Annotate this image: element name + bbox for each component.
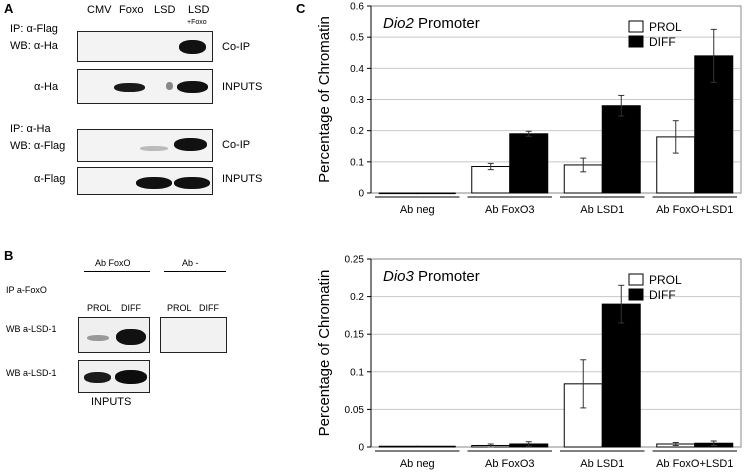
lane-lsd-foxo: LSD [188,4,210,16]
coip-label-1: Co-IP [222,41,251,53]
ab-minus-label: Ab - [182,258,199,268]
band [166,82,173,90]
ab-minus-line [164,271,226,272]
dio3-category-label: Ab FoxO3 [485,458,535,470]
lane-foxo: Foxo [119,4,144,16]
dio2-y-tick-label: 0 [358,189,364,200]
dio2-y-tick-label: 0.1 [350,157,364,168]
blot-coip-ha [77,31,213,62]
band [174,177,210,189]
inputs-label-b: INPUTS [91,396,132,408]
dio3-category-label: Ab FoxO+LSD1 [656,458,733,470]
band [115,370,147,384]
dio2-legend-swatch-prol [628,20,644,33]
dio3-bar-diff [601,303,641,448]
inputs-label-2: INPUTS [222,173,263,185]
dio3-y-axis-label: Percentage of Chromatin [316,270,333,437]
band [177,81,208,93]
dio2-y-tick-label: 0.3 [350,95,364,106]
blot-input-lsd [78,360,150,393]
dio2-bar-diff [416,192,456,195]
dio3-y-tick-label: 0.2 [350,292,364,303]
ha-label: α-Ha [34,81,59,93]
dio3-legend-swatch-diff [628,288,644,301]
dio3-chart-title: Dio3 Promoter [383,268,480,285]
panel-a-letter: A [4,1,14,16]
wb-lsd-label-2: WB a-LSD-1 [6,368,57,378]
dio3-y-tick-label: 0.25 [345,255,365,266]
blot-coip-flag [77,129,213,162]
band [84,372,111,383]
dio2-legend-label-diff: DIFF [649,35,676,49]
dio3-category-label: Ab neg [400,458,435,470]
dio2-category-label: Ab LSD1 [580,204,624,216]
dio3-legend-label-diff: DIFF [649,288,676,302]
blot-ip-neg [160,317,227,353]
dio2-category-label: Ab FoxO+LSD1 [656,204,733,216]
ip-label-1: IP: α-Flag [10,23,58,35]
dio2-y-tick-label: 0.2 [350,126,364,137]
band [114,83,145,92]
dio3-y-tick-label: 0.15 [345,330,365,341]
blot-ip-foxo [78,317,150,353]
wb-label-1: WB: α-Ha [10,40,58,52]
dio2-y-tick-label: 0.6 [350,2,364,13]
lane-foxo-sub: +Foxo [187,19,207,26]
dio2-legend-swatch-diff [628,35,644,48]
ab-foxo-line [84,271,150,272]
wb-label-2: WB: α-Flag [10,140,66,152]
ab-foxo-label: Ab FoxO [95,258,131,268]
band [136,177,172,189]
band [174,138,207,151]
blot-input-ha [77,69,213,104]
diff-label-2: DIFF [199,303,219,313]
band [116,329,146,345]
panel-b-letter: B [4,248,14,263]
dio2-bar-diff [509,133,549,194]
inputs-label-1: INPUTS [222,81,263,93]
dio3-category-label: Ab LSD1 [580,458,624,470]
dio3-y-tick-label: 0.05 [345,405,365,416]
dio2-y-tick-label: 0.4 [350,64,364,75]
band [179,40,206,54]
dio3-plot-area [370,258,742,448]
lane-lsd: LSD [154,4,176,16]
ip-label-2: IP: α-Ha [10,123,51,135]
dio3-legend-swatch-prol [628,273,644,286]
blot-input-flag [77,167,213,195]
dio3-bar-diff [416,445,456,448]
prol-label-1: PROL [87,303,112,313]
dio3-legend-label-prol: PROL [649,273,682,287]
flag-label: α-Flag [34,173,66,185]
ip-foxo-label: IP a-FoxO [6,285,47,295]
band [140,146,168,151]
wb-lsd-label-1: WB a-LSD-1 [6,324,57,334]
dio3-y-tick-label: 0.1 [350,367,364,378]
band [87,335,109,341]
diff-label-1: DIFF [121,303,141,313]
dio2-category-label: Ab neg [400,204,435,216]
lane-cmv: CMV [87,4,112,16]
dio3-y-tick-label: 0 [358,443,364,454]
dio2-legend-label-prol: PROL [649,20,682,34]
dio2-bar-diff [601,105,641,194]
dio2-chart-title: Dio2 Promoter [383,15,480,32]
coip-label-2: Co-IP [222,139,251,151]
dio2-category-label: Ab FoxO3 [485,204,535,216]
panel-c-letter: C [296,1,306,16]
dio2-y-axis-label: Percentage of Chromatin [316,16,333,183]
dio3-bar-prol [378,445,418,448]
prol-label-2: PROL [167,303,192,313]
dio2-y-tick-label: 0.5 [350,33,364,44]
